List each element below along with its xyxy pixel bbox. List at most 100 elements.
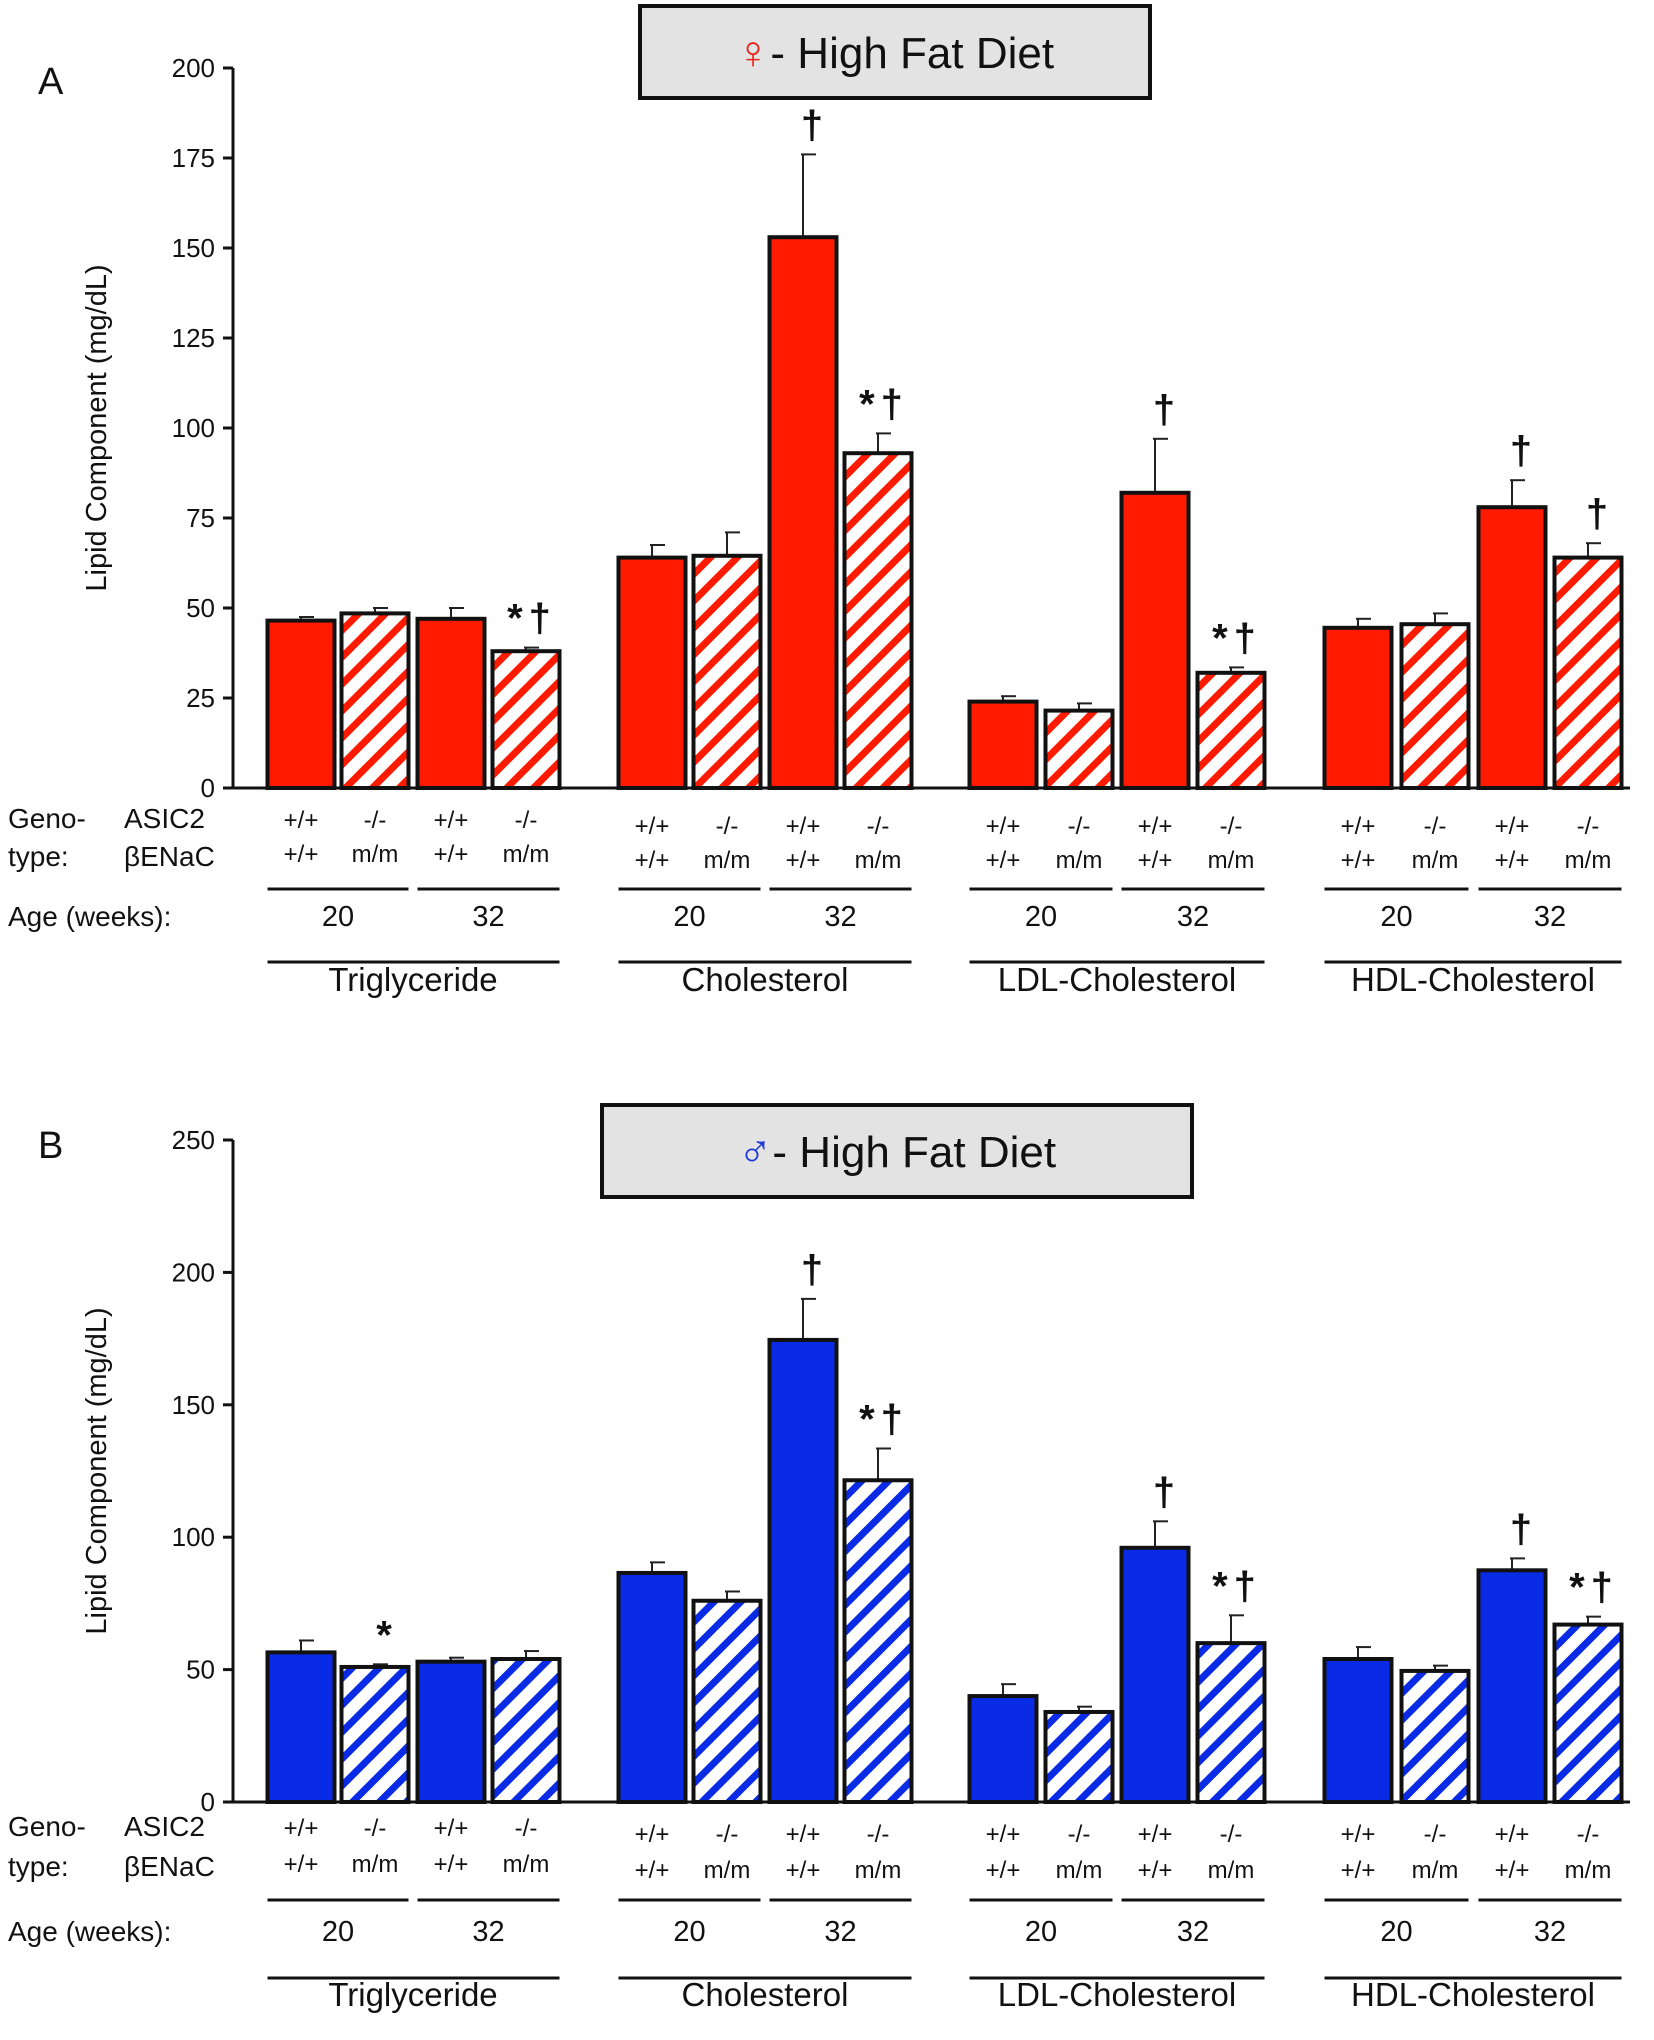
genotype-benac-label: m/m bbox=[704, 847, 751, 874]
y-tick-label: 50 bbox=[186, 593, 215, 623]
panel-letter: B bbox=[38, 1125, 63, 1167]
bar-solid bbox=[616, 1570, 688, 1804]
age-label: 32 bbox=[472, 1916, 504, 1948]
genotype-asic2-label: +/+ bbox=[284, 1815, 319, 1842]
age-row-label: Age (weeks): bbox=[8, 1916, 171, 1947]
genotype-asic2-label: +/+ bbox=[1341, 1821, 1376, 1848]
bar-hatched bbox=[691, 553, 763, 790]
genotype-benac-label: +/+ bbox=[1341, 1857, 1376, 1884]
genotype-benac-label: +/+ bbox=[635, 1857, 670, 1884]
age-row-label: Age (weeks): bbox=[8, 901, 171, 932]
genotype-benac-label: +/+ bbox=[635, 847, 670, 874]
genotype-benac-label: m/m bbox=[1056, 847, 1103, 874]
genotype-label-line2: type: bbox=[8, 1851, 69, 1882]
age-label: 32 bbox=[472, 901, 504, 933]
genotype-benac-label: m/m bbox=[1565, 1857, 1612, 1884]
chart-title-box bbox=[600, 1103, 1194, 1199]
bar-solid bbox=[767, 235, 839, 790]
significance-marker: *† bbox=[859, 382, 909, 426]
genotype-asic2-label: -/- bbox=[1424, 813, 1447, 840]
bar-hatched bbox=[842, 451, 914, 790]
panel-b-male-chart: B ♂- High Fat Diet Lipid Component (mg/dL)… bbox=[8, 1103, 1630, 2013]
y-tick-label: 50 bbox=[186, 1655, 215, 1685]
genotype-asic2-label: -/- bbox=[1577, 813, 1600, 840]
genotype-asic2-label: +/+ bbox=[1138, 1821, 1173, 1848]
genotype-benac-label: +/+ bbox=[1495, 1857, 1530, 1884]
bar-hatched bbox=[1195, 670, 1267, 790]
y-tick-label: 100 bbox=[172, 1522, 215, 1552]
bar-hatched bbox=[490, 1657, 562, 1805]
y-tick-label: 125 bbox=[172, 323, 215, 353]
genotype-asic2-label: +/+ bbox=[1138, 813, 1173, 840]
bar-hatched bbox=[1552, 555, 1624, 790]
bar-hatched bbox=[1552, 1622, 1624, 1804]
age-label: 20 bbox=[673, 901, 705, 933]
female-symbol-icon: ♀ bbox=[736, 26, 771, 78]
bar-solid bbox=[1322, 625, 1394, 790]
genotype-benac-label: m/m bbox=[704, 1857, 751, 1884]
y-tick-label: 75 bbox=[186, 503, 215, 533]
significance-marker: † bbox=[1153, 388, 1181, 432]
age-label: 32 bbox=[824, 1916, 856, 1948]
genotype-benac-label: +/+ bbox=[786, 1857, 821, 1884]
significance-marker: *† bbox=[859, 1397, 909, 1441]
bar-solid bbox=[1119, 490, 1191, 790]
age-label: 20 bbox=[1380, 1916, 1412, 1948]
genotype-asic2-label: -/- bbox=[1577, 1821, 1600, 1848]
genotype-asic2-label: -/- bbox=[1220, 813, 1243, 840]
significance-marker: † bbox=[1586, 492, 1614, 536]
bar-solid bbox=[767, 1337, 839, 1804]
age-label: 32 bbox=[824, 901, 856, 933]
male-symbol-icon: ♂ bbox=[738, 1125, 773, 1177]
genotype-asic2-label: +/+ bbox=[1495, 1821, 1530, 1848]
genotype-asic2-label: -/- bbox=[1068, 1821, 1091, 1848]
group-label: Cholesterol bbox=[682, 961, 849, 998]
gene-label-benac: βENaC bbox=[124, 841, 215, 872]
significance-marker: * bbox=[376, 1613, 398, 1657]
genotype-benac-label: m/m bbox=[352, 1851, 399, 1878]
genotype-benac-label: m/m bbox=[503, 841, 550, 868]
bar-solid bbox=[415, 616, 487, 790]
genotype-asic2-label: -/- bbox=[716, 813, 739, 840]
significance-marker: † bbox=[801, 1248, 829, 1292]
bar-hatched bbox=[339, 1664, 411, 1805]
genotype-benac-label: +/+ bbox=[434, 1851, 469, 1878]
bar-solid bbox=[415, 1659, 487, 1804]
group-label: LDL-Cholesterol bbox=[998, 1976, 1236, 2013]
genotype-asic2-label: +/+ bbox=[986, 1821, 1021, 1848]
y-tick-label: 0 bbox=[201, 1787, 215, 1817]
bar-solid bbox=[967, 1694, 1039, 1804]
y-axis-label: Lipid Component (mg/dL) bbox=[81, 1307, 113, 1634]
genotype-benac-label: +/+ bbox=[284, 841, 319, 868]
genotype-asic2-label: +/+ bbox=[1341, 813, 1376, 840]
chart-title: ♀- High Fat Diet bbox=[736, 26, 1054, 78]
genotype-asic2-label: -/- bbox=[515, 807, 538, 834]
genotype-label-line1: Geno- bbox=[8, 803, 86, 834]
genotype-asic2-label: -/- bbox=[1068, 813, 1091, 840]
genotype-benac-label: m/m bbox=[855, 847, 902, 874]
group-label: Triglyceride bbox=[328, 1976, 497, 2013]
bar-hatched bbox=[1399, 1668, 1471, 1804]
significance-marker: † bbox=[1510, 429, 1538, 473]
y-tick-label: 175 bbox=[172, 143, 215, 173]
bar-hatched bbox=[1043, 708, 1115, 790]
genotype-asic2-label: -/- bbox=[515, 1815, 538, 1842]
genotype-asic2-label: -/- bbox=[364, 1815, 387, 1842]
age-label: 32 bbox=[1177, 901, 1209, 933]
group-label: HDL-Cholesterol bbox=[1351, 1976, 1595, 2013]
genotype-label-line1: Geno- bbox=[8, 1811, 86, 1842]
significance-marker: *† bbox=[1212, 616, 1262, 660]
y-tick-label: 150 bbox=[172, 1390, 215, 1420]
y-axis-label: Lipid Component (mg/dL) bbox=[81, 264, 113, 591]
y-tick-label: 200 bbox=[172, 53, 215, 83]
chart-title-text: - High Fat Diet bbox=[772, 1128, 1056, 1177]
significance-marker: † bbox=[801, 103, 829, 147]
y-tick-label: 100 bbox=[172, 413, 215, 443]
genotype-benac-label: +/+ bbox=[1495, 847, 1530, 874]
bar-solid bbox=[967, 699, 1039, 790]
genotype-benac-label: +/+ bbox=[786, 847, 821, 874]
gene-label-asic2: ASIC2 bbox=[124, 1811, 205, 1842]
age-label: 20 bbox=[673, 1916, 705, 1948]
genotype-benac-label: m/m bbox=[503, 1851, 550, 1878]
bar-solid bbox=[1119, 1545, 1191, 1804]
